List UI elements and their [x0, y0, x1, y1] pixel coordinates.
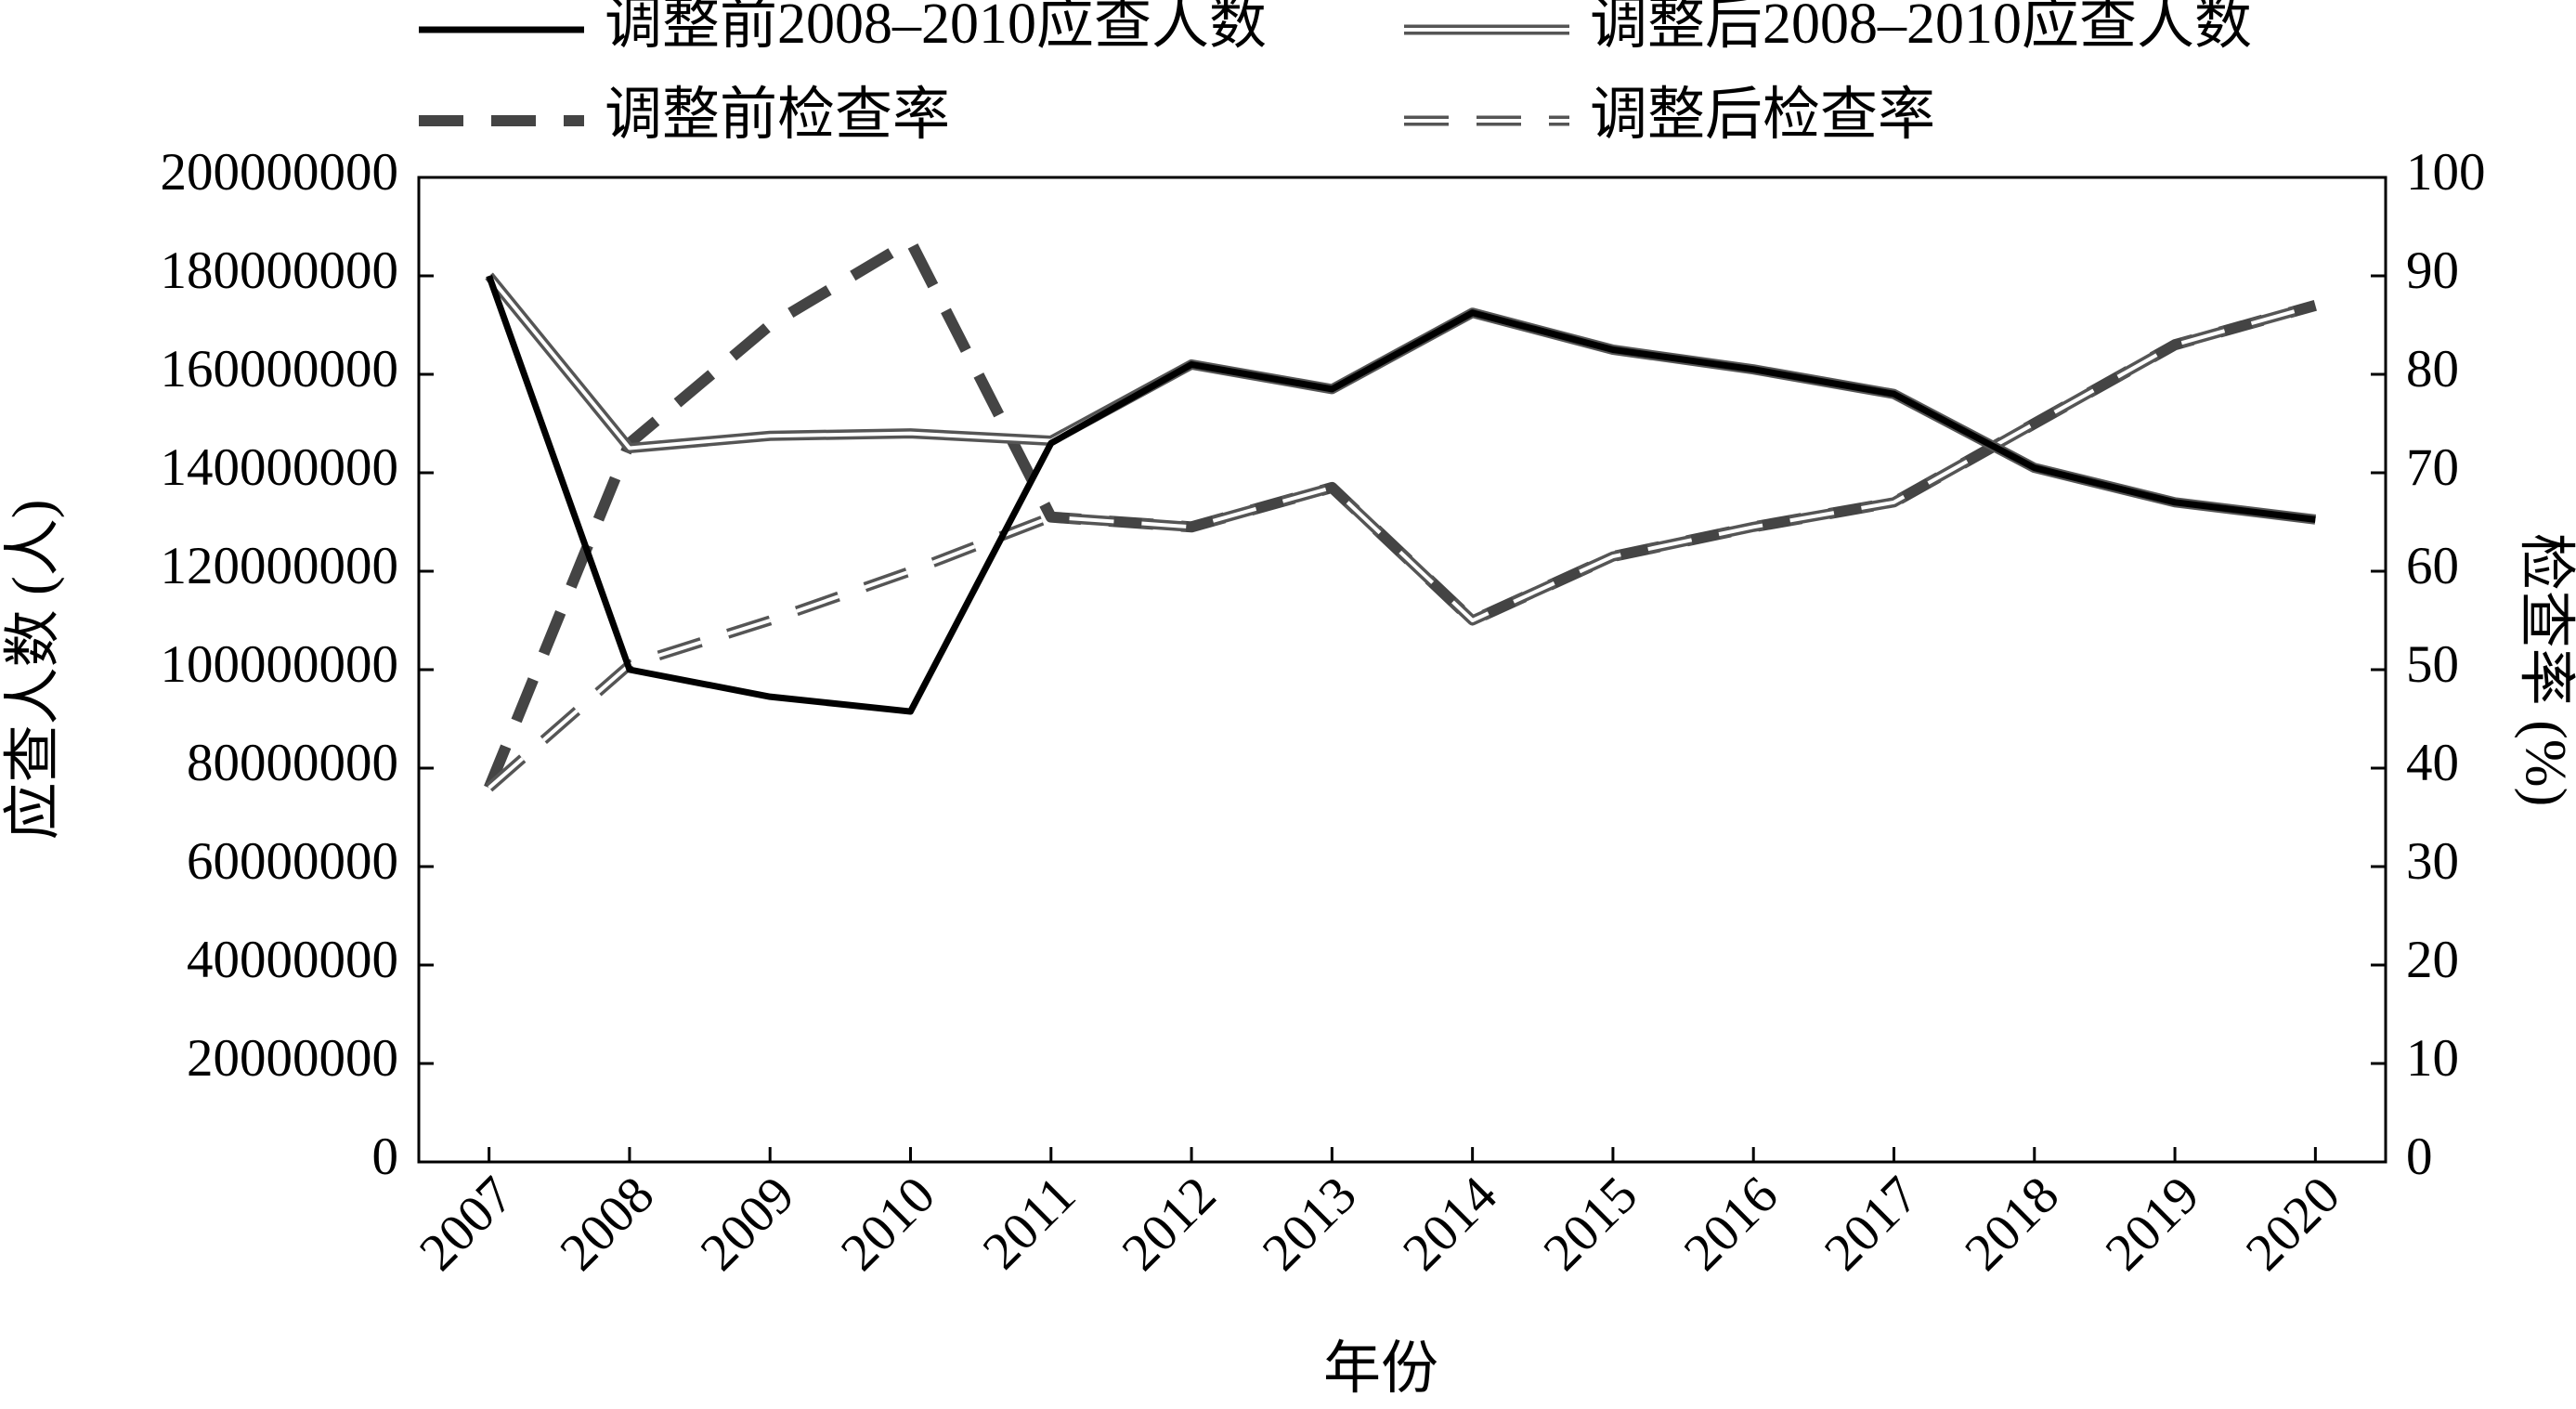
- y2-tick-label: 40: [2406, 734, 2459, 792]
- y-axis-title: 应查人数 (人): [2, 500, 65, 841]
- y-tick-label: 100000000: [161, 635, 399, 694]
- y2-tick-label: 90: [2406, 241, 2459, 300]
- y-tick-label: 0: [372, 1128, 399, 1186]
- x-tick-label: 2015: [1532, 1166, 1648, 1282]
- x-tick-label: 2008: [549, 1166, 665, 1282]
- y-tick-label: 160000000: [161, 340, 399, 398]
- series-line: [484, 235, 2317, 790]
- y2-tick-label: 100: [2406, 143, 2486, 202]
- y2-tick-label: 20: [2406, 931, 2459, 989]
- y-tick-label: 140000000: [161, 438, 399, 497]
- series-line: [485, 272, 2317, 525]
- x-tick-label: 2019: [2094, 1166, 2210, 1282]
- legend-label: 调整后检查率: [1590, 84, 1935, 147]
- y-tick-label: 60000000: [187, 832, 398, 891]
- y-tick-label: 180000000: [161, 241, 399, 300]
- y-tick-label: 20000000: [187, 1029, 398, 1088]
- plot-frame: [417, 176, 2387, 1164]
- x-axis-title: 年份: [1323, 1337, 1438, 1401]
- y2-tick-label: 80: [2406, 340, 2459, 398]
- x-tick-label: 2007: [409, 1166, 525, 1282]
- y2-tick-label: 70: [2406, 438, 2459, 497]
- x-tick-label: 2012: [1111, 1166, 1227, 1282]
- x-tick-label: 2020: [2235, 1166, 2351, 1282]
- series-line: [486, 274, 2316, 715]
- x-tick-label: 2013: [1252, 1166, 1368, 1282]
- x-tick-label: 2014: [1392, 1166, 1508, 1282]
- x-tick-label: 2009: [689, 1166, 805, 1282]
- y-tick-label: 120000000: [161, 537, 399, 595]
- x-tick-label: 2017: [1814, 1166, 1930, 1282]
- y2-tick-label: 10: [2406, 1029, 2459, 1088]
- legend-label: 调整前检查率: [605, 84, 950, 147]
- y-tick-label: 40000000: [187, 931, 398, 989]
- series-line-inner: [488, 303, 2316, 789]
- y2-tick-label: 50: [2406, 635, 2459, 694]
- x-tick-label: 2018: [1954, 1166, 2070, 1282]
- x-tick-label: 2010: [830, 1166, 946, 1282]
- y2-tick-label: 30: [2406, 832, 2459, 891]
- y2-tick-label: 60: [2406, 537, 2459, 595]
- legend-label: 调整前2008–2010应查人数: [605, 0, 1267, 56]
- y2-tick-label: 0: [2406, 1128, 2433, 1186]
- y-tick-label: 80000000: [187, 734, 398, 792]
- x-tick-label: 2016: [1672, 1166, 1789, 1282]
- series-line-inner: [488, 274, 2316, 522]
- legend-label: 调整后2008–2010应查人数: [1590, 0, 2252, 56]
- y-tick-label: 200000000: [161, 143, 399, 202]
- y2-axis-title: 检查率 (%): [2514, 533, 2576, 806]
- x-tick-label: 2011: [972, 1166, 1087, 1281]
